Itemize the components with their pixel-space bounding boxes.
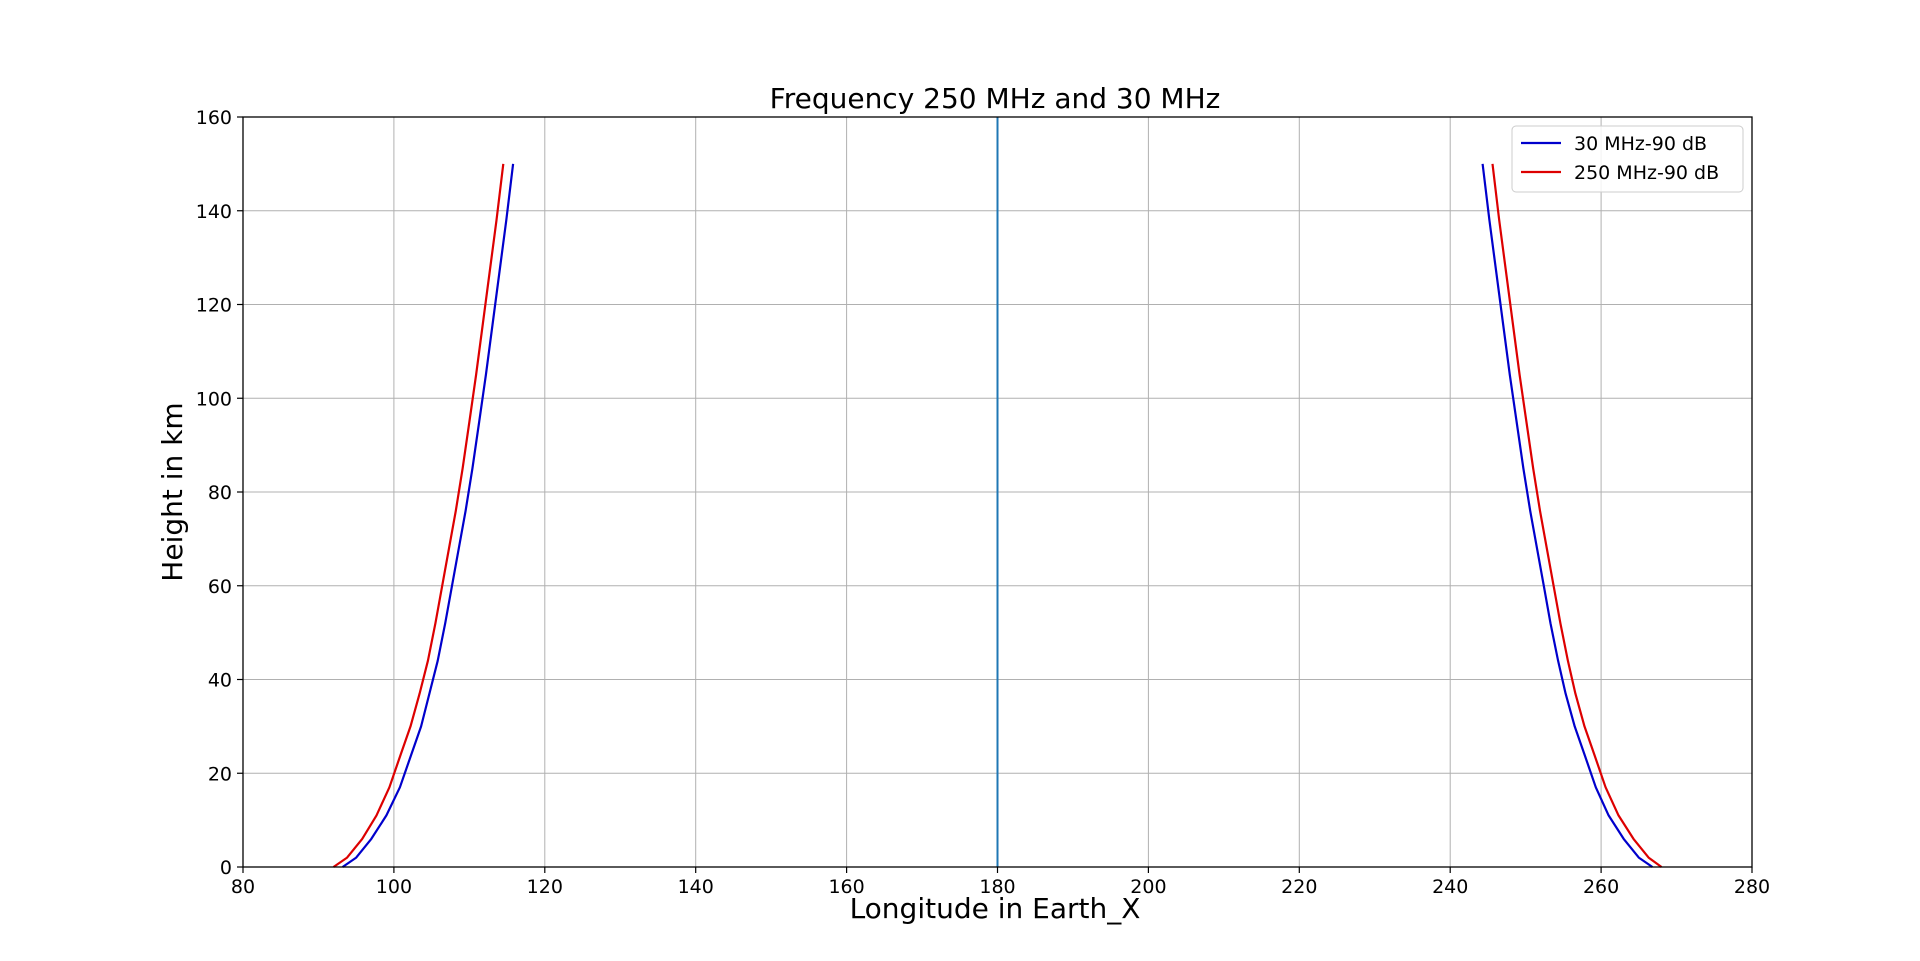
y-tick-label: 60 — [208, 576, 232, 598]
legend: 30 MHz-90 dB 250 MHz-90 dB — [1511, 125, 1744, 193]
legend-box — [1511, 125, 1744, 193]
y-axis-label: Height in km — [156, 402, 189, 581]
x-tick-label: 220 — [1281, 876, 1317, 898]
y-tick-label: 160 — [196, 107, 232, 129]
series-line-1-segment-1 — [1491, 163, 1663, 868]
x-tick-label: 180 — [979, 876, 1015, 898]
legend-label: 30 MHz-90 dB — [1574, 133, 1707, 155]
series-line-0-segment-1 — [1481, 163, 1654, 868]
x-tick-label: 80 — [231, 876, 255, 898]
tick-layer: 80 100 120 140 160 180 200 220 240 260 280 0 20 40 60 8… — [196, 107, 1770, 898]
y-tick-label: 40 — [208, 670, 232, 692]
y-tick-label: 0 — [220, 857, 232, 879]
series-line-0-segment-0 — [341, 163, 515, 868]
y-tick-label: 20 — [208, 763, 232, 785]
x-tick-label: 240 — [1432, 876, 1468, 898]
y-tick-label: 140 — [196, 201, 232, 223]
x-tick-label: 120 — [527, 876, 563, 898]
series-line-1-segment-0 — [332, 163, 505, 868]
x-tick-label: 280 — [1734, 876, 1770, 898]
chart-title: Frequency 250 MHz and 30 MHz — [770, 82, 1221, 115]
x-tick-label: 200 — [1130, 876, 1166, 898]
y-tick-label: 80 — [208, 482, 232, 504]
y-tick-label: 120 — [196, 295, 232, 317]
x-tick-label: 160 — [828, 876, 864, 898]
legend-label: 250 MHz-90 dB — [1574, 162, 1719, 184]
y-tick-label: 100 — [196, 388, 232, 410]
x-tick-label: 140 — [678, 876, 714, 898]
x-tick-label: 100 — [376, 876, 412, 898]
series-layer — [332, 163, 1663, 868]
x-tick-label: 260 — [1583, 876, 1619, 898]
x-axis-label: Longitude in Earth_X — [850, 892, 1141, 925]
